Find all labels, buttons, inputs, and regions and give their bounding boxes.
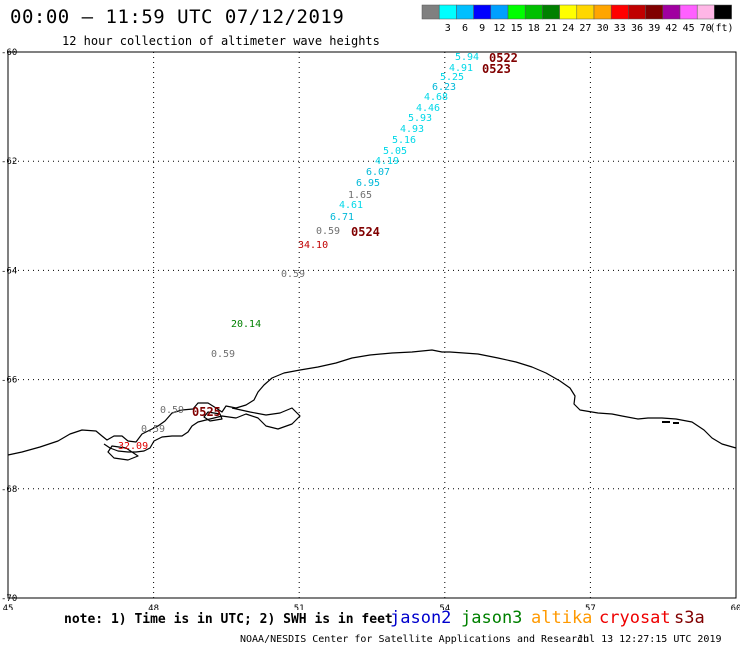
legend-jason2: jason2 [390, 608, 452, 628]
legend-box-label: 21 [545, 23, 557, 34]
lon-tick-label: 54 [439, 604, 450, 610]
legend-box-label: 70 [700, 23, 712, 34]
pass-time-label: 0523 [482, 62, 511, 76]
pass-time-label: 0522 [489, 51, 518, 65]
lon-tick-label: 51 [294, 604, 305, 610]
wave-height-label: 5.93 [408, 113, 432, 124]
pass-time-label: 0524 [351, 225, 380, 239]
legend-cryosat: cryosat [599, 608, 671, 628]
wave-height-label: 4.46 [416, 103, 440, 114]
map-plot: 45 48 51 54 57 60-60-62-64-66-68-705.944.915.… [1, 48, 740, 610]
wave-height-label: 20.14 [231, 319, 261, 330]
lat-tick-label: -66 [1, 376, 17, 386]
color-legend: 3 6 9 12 15 18 21 24 27 30 33 36 39 42 45 70(ft) [421, 4, 734, 34]
pass-time-label: 0525 [192, 405, 221, 419]
wave-height-label: 6.71 [330, 212, 354, 223]
wave-height-label: 4.61 [339, 200, 363, 211]
map-frame [7, 51, 737, 599]
legend-jason3: jason3 [461, 608, 523, 628]
legend-box-label: 15 [511, 23, 523, 34]
wave-height-label: 34.10 [298, 240, 328, 251]
legend-box-label: 36 [631, 23, 643, 34]
legend-altika: altika [531, 608, 593, 628]
legend-box-label: 9 [479, 23, 485, 34]
page-subtitle: 12 hour collection of altimeter wave hei… [62, 34, 380, 48]
legend-box-label: 18 [528, 23, 540, 34]
lon-tick-label: 48 [148, 604, 159, 610]
legend-box-label: 39 [648, 23, 660, 34]
legend-box-label: 42 [665, 23, 677, 34]
wave-height-label: 0.59 [316, 226, 340, 237]
wave-height-label: 5.94 [455, 52, 479, 63]
legend-box-label: 24 [562, 23, 574, 34]
wave-height-label: 0.59 [141, 424, 165, 435]
legend-box-label: 30 [597, 23, 609, 34]
legend-box-label: 27 [579, 23, 591, 34]
legend-box-label: 6 [462, 23, 468, 34]
legend-box-label: 45 [683, 23, 695, 34]
footer-note: note: 1) Time is in UTC; 2) SWH is in fe… [64, 612, 393, 627]
legend-s3a: s3a [674, 608, 705, 628]
wave-height-label: 0.59 [211, 349, 235, 360]
wave-height-label: 1.65 [348, 190, 372, 201]
wave-height-label: 4.91 [449, 63, 473, 74]
lon-tick-label: 60 [731, 604, 740, 610]
coastline [7, 349, 737, 461]
wave-height-label: 6.07 [366, 167, 390, 178]
wave-height-label: 5.25 [440, 72, 464, 83]
footer-credit: NOAA/NESDIS Center for Satellite Applica… [240, 634, 590, 645]
wave-height-label: 5.16 [392, 135, 416, 146]
footer-timestamp: Jul 13 12:27:15 UTC 2019 [577, 634, 722, 645]
lon-tick-label: 45 [3, 604, 14, 610]
wave-height-label: 0.59 [281, 269, 305, 280]
page-title: 00:00 – 11:59 UTC 07/12/2019 [10, 6, 345, 28]
wave-height-label: 6.23 [432, 82, 456, 93]
lon-tick-label: 57 [585, 604, 596, 610]
lat-tick-label: -64 [1, 266, 17, 276]
legend-box-label: 33 [614, 23, 626, 34]
wave-height-label: 6.95 [356, 178, 380, 189]
wave-height-label: 0.59 [160, 405, 184, 416]
wave-height-label: 5.05 [383, 146, 407, 157]
wave-height-label: 4.19 [375, 156, 399, 167]
legend-units: (ft) [710, 23, 734, 34]
legend-box-label: 12 [493, 23, 505, 34]
legend-box-label: 3 [445, 23, 451, 34]
legend-color-box [714, 4, 732, 20]
lat-tick-label: -60 [1, 48, 17, 58]
lat-tick-label: -68 [1, 485, 17, 495]
lat-tick-label: -62 [1, 157, 17, 167]
wave-height-label: 32.09 [118, 441, 148, 452]
wave-height-label: 4.68 [424, 92, 448, 103]
wave-height-label: 4.93 [400, 124, 424, 135]
lat-tick-label: -70 [1, 594, 17, 604]
